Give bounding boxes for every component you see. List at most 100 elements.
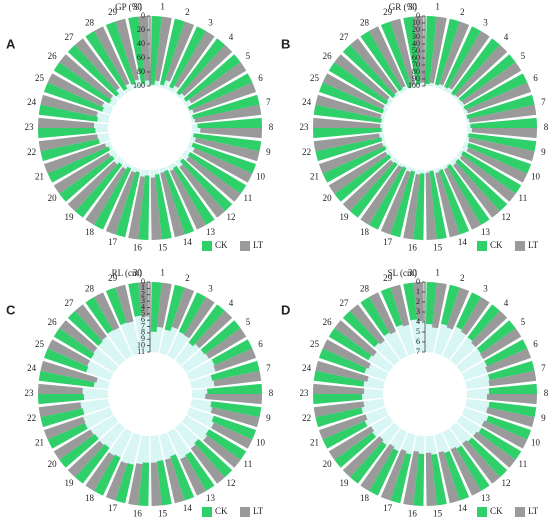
bar [350,38,398,95]
bar [360,31,403,92]
panel: 1234567891011121314151617181920212223242… [281,2,549,253]
legend-swatch [477,241,487,251]
bar [128,463,143,506]
bar [210,407,260,428]
category-label: 7 [541,97,546,107]
bar [174,31,215,88]
category-label: 14 [183,237,193,247]
bar [318,414,368,440]
category-label: 18 [360,493,370,503]
category-label: 12 [501,212,510,222]
category-label: 23 [300,122,310,132]
bar [342,44,396,99]
bar [75,304,107,341]
category-label: 26 [48,317,58,327]
bar [334,154,392,202]
bar [205,394,262,405]
bar [481,420,528,449]
bar [200,320,241,355]
bar [322,339,371,369]
category-label: 28 [360,17,370,27]
bar [440,284,460,326]
bar [164,284,185,332]
y-tick-label: 20 [412,25,420,34]
y-tick-label: 40 [412,39,420,48]
bar [170,454,195,501]
bar [38,402,82,418]
bar [313,383,365,394]
bar [138,175,150,240]
bar [165,21,195,82]
category-label: 20 [48,459,58,469]
category-label: 20 [48,193,58,203]
axis-label: SL (cm) [388,268,417,278]
y-tick-label: 1 [141,283,145,292]
y-tick-label: 7 [416,347,420,356]
bar [456,292,481,330]
bar [184,297,215,339]
bar [342,310,379,348]
category-label: 1 [435,2,440,12]
bar [38,134,98,152]
bar [360,297,390,336]
category-label: 3 [208,283,213,293]
panel: 1234567891011121314151617181920212223242… [281,268,549,519]
category-label: 26 [48,51,58,61]
bar [128,176,145,240]
bar [192,94,260,119]
bar [315,137,383,162]
category-label: 24 [27,363,37,373]
y-tick-label: 5 [141,309,145,318]
bar [186,156,241,202]
category-label: 28 [85,283,95,293]
category-label: 5 [246,317,251,327]
bar [318,348,367,374]
panel: 1234567891011121314151617181920212223242… [6,268,274,519]
category-label: 30 [133,268,143,278]
y-tick-label: 10 [137,340,145,349]
bar [59,155,115,202]
category-label: 9 [266,147,271,157]
bar [328,62,389,105]
bar [432,282,447,329]
bar [369,26,406,88]
bar [390,284,410,327]
y-tick-label: 0 [141,277,145,286]
legend-label: CK [215,506,228,516]
bar [85,297,114,334]
bar [164,169,195,235]
category-label: 14 [458,503,468,513]
y-tick-label: 0 [141,11,145,20]
bar [105,461,128,501]
bar [173,165,215,225]
bar [211,415,257,440]
bar [187,73,253,111]
y-tick-label: 11 [137,347,145,356]
bar [43,143,107,174]
category-label: 25 [35,339,45,349]
bar [390,18,416,86]
bar [380,21,412,89]
bar [200,128,262,139]
category-label: 23 [25,122,35,132]
y-tick-label: 80 [412,67,420,76]
legend-label: LT [528,506,539,516]
category-label: 11 [244,459,253,469]
bar [403,174,421,240]
category-label: 30 [408,2,418,12]
category-label: 12 [226,478,235,488]
bar [179,164,225,218]
bar [459,155,516,202]
bar [454,44,508,98]
y-tick-label: 60 [412,53,420,62]
bar [181,44,233,97]
bar [47,146,111,183]
bar [38,394,85,405]
bar [447,164,490,225]
category-label: 9 [266,413,271,423]
bar [315,94,382,119]
bar [328,151,388,194]
bar [438,169,470,235]
bar [197,117,262,128]
bar [450,38,500,96]
